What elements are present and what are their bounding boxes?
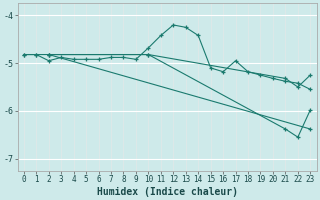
X-axis label: Humidex (Indice chaleur): Humidex (Indice chaleur) [97, 186, 237, 197]
